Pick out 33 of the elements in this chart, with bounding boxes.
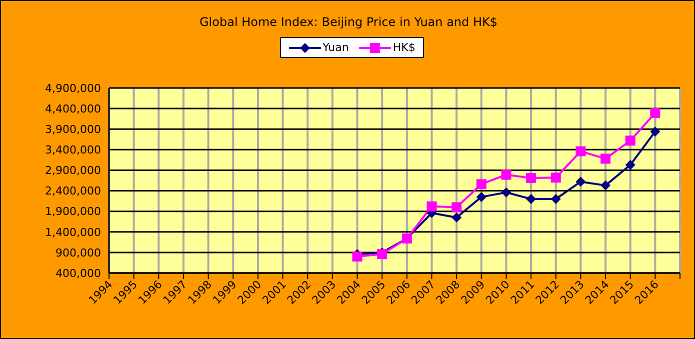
point xyxy=(352,252,362,262)
legend-label: HK$ xyxy=(392,41,416,54)
y-tick-label: 3,400,000 xyxy=(45,144,101,157)
y-tick-label: 400,000 xyxy=(56,266,101,280)
y-tick-label: 1,900,000 xyxy=(45,205,101,218)
point xyxy=(600,180,611,190)
point xyxy=(501,187,512,198)
point xyxy=(576,176,586,187)
point xyxy=(476,192,486,202)
point xyxy=(550,172,561,183)
y-tick-label: 2,900,000 xyxy=(45,164,101,178)
y-tick-label: 900,000 xyxy=(56,246,101,260)
point xyxy=(526,194,536,204)
point xyxy=(452,202,462,212)
point xyxy=(550,194,561,204)
point xyxy=(576,146,586,156)
y-tick-label: 4,900,000 xyxy=(45,82,101,95)
chart-title: Global Home Index: Beijing Price in Yuan and HK$ xyxy=(198,15,498,29)
point xyxy=(452,212,462,222)
point xyxy=(650,126,660,137)
point xyxy=(526,173,536,184)
point xyxy=(426,201,437,212)
point xyxy=(650,108,660,118)
point xyxy=(600,154,611,164)
point xyxy=(476,179,486,190)
point xyxy=(625,136,636,146)
point xyxy=(625,160,636,170)
point xyxy=(501,170,512,180)
y-tick-label: 4,400,000 xyxy=(45,102,101,116)
y-tick-label: 2,400,000 xyxy=(45,184,101,198)
y-tick-label: 3,900,000 xyxy=(45,123,101,136)
legend-label: Yuan xyxy=(322,41,349,54)
y-tick-label: 1,400,000 xyxy=(45,226,101,239)
